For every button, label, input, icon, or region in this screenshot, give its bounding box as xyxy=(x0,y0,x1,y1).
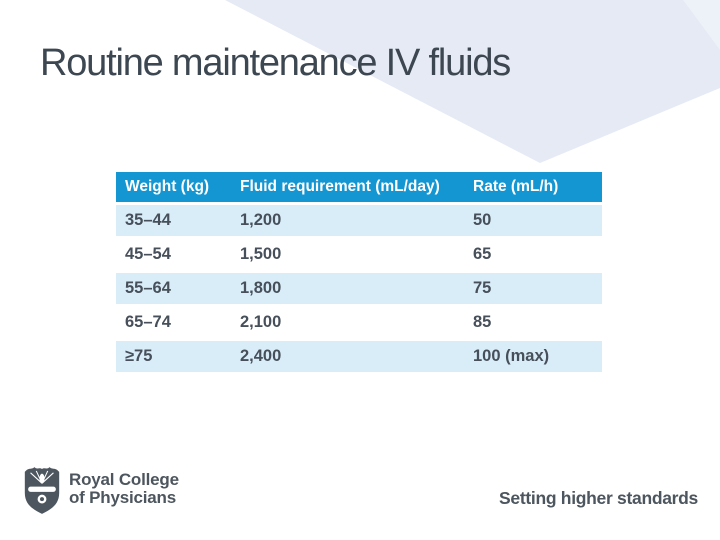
table-cell: 75 xyxy=(473,278,492,297)
column-header: Weight (kg) xyxy=(125,177,210,195)
tagline: Setting higher standards xyxy=(499,488,698,508)
table-row: 65–74 2,100 85 xyxy=(116,305,602,339)
table-cell: 50 xyxy=(473,210,492,229)
table-cell: 65–74 xyxy=(125,312,171,331)
fluids-table: Weight (kg) Fluid requirement (mL/day) Rat… xyxy=(116,172,602,375)
table-row: 35–44 1,200 50 xyxy=(116,203,602,237)
table-cell: 85 xyxy=(473,312,492,331)
table-cell: 55–64 xyxy=(125,278,171,297)
rcp-logo: Royal College of Physicians xyxy=(21,464,179,516)
table-header-row: Weight (kg) Fluid requirement (mL/day) Rat… xyxy=(116,172,602,203)
table-row: 45–54 1,500 65 xyxy=(116,237,602,271)
table-cell: 100 (max) xyxy=(473,346,550,365)
logo-line-1: Royal College xyxy=(69,470,179,489)
table-cell: 35–44 xyxy=(125,210,171,229)
logo-text: Royal College of Physicians xyxy=(69,471,179,506)
table-cell: ≥75 xyxy=(125,346,153,365)
table-row: 55–64 1,800 75 xyxy=(116,271,602,305)
table-row: ≥75 2,400 100 (max) xyxy=(116,339,602,373)
table-cell: 45–54 xyxy=(125,244,171,263)
table-cell: 1,800 xyxy=(240,278,282,297)
table-cell: 65 xyxy=(473,244,492,263)
table-cell: 1,200 xyxy=(240,210,282,229)
table-cell: 2,400 xyxy=(240,346,282,365)
column-header: Fluid requirement (mL/day) xyxy=(240,177,440,195)
logo-line-2: of Physicians xyxy=(69,487,176,507)
page-title: Routine maintenance IV fluids xyxy=(40,42,511,84)
table-body: 35–44 1,200 50 45–54 1,500 65 55–64 1,800 75 65–7… xyxy=(116,203,602,373)
column-header: Rate (mL/h) xyxy=(473,177,559,195)
table-cell: 1,500 xyxy=(240,244,282,263)
shield-icon xyxy=(24,467,60,514)
table-cell: 2,100 xyxy=(240,312,282,331)
